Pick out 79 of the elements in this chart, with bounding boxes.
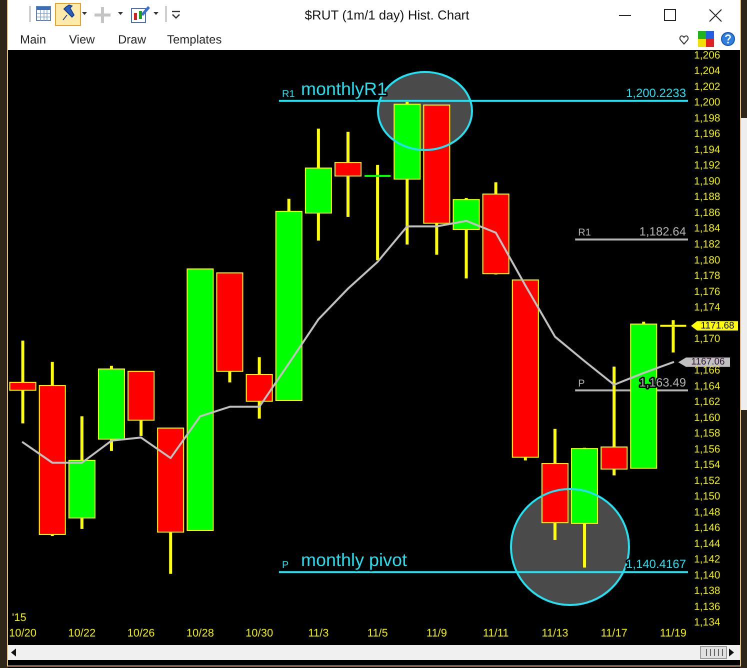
y-tick-label: 1,138 xyxy=(694,585,720,598)
y-tick-label: 1,178 xyxy=(694,270,720,282)
x-tick-label: 10/26 xyxy=(127,628,155,640)
x-tick-label: 11/13 xyxy=(542,628,568,640)
y-tick-label: 1,154 xyxy=(694,459,720,472)
chart-title: $RUT (1m/1 day) Hist. Chart xyxy=(304,8,470,22)
y-tick-label: 1,194 xyxy=(694,144,720,156)
candlestick xyxy=(304,128,332,241)
annotation: 1,140.4167 xyxy=(626,557,686,572)
ref-line-label: P xyxy=(282,560,289,572)
x-tick-label: 10/20 xyxy=(9,628,37,640)
candlestick xyxy=(600,366,628,476)
y-tick-label: 1,144 xyxy=(694,538,720,550)
y-tick-label: 1,206 xyxy=(694,49,720,62)
ref-line-label: P xyxy=(578,378,586,390)
y-tick-label: 1,150 xyxy=(694,490,720,503)
y-tick-label: 1,170 xyxy=(694,333,720,346)
candlestick xyxy=(660,320,686,352)
y-tick-label: 1,204 xyxy=(694,65,720,78)
annotation: monthly pivot xyxy=(300,550,408,570)
candlestick xyxy=(68,416,96,529)
y-tick-label: 1,202 xyxy=(694,80,720,93)
text: Draw xyxy=(118,32,146,46)
x-tick-label: 11/5 xyxy=(367,628,388,640)
candlestick xyxy=(275,198,302,402)
ref-line-label: R1 xyxy=(282,88,296,100)
y-tick-label: 1,156 xyxy=(694,443,720,456)
text: View xyxy=(69,32,96,46)
y-tick-label: 1,192 xyxy=(694,160,720,172)
candlestick xyxy=(423,104,450,255)
x-tick-label: 11/11 xyxy=(482,628,509,640)
x-tick-label: 10/22 xyxy=(68,628,96,640)
candlestick xyxy=(186,268,214,532)
candlestick xyxy=(128,370,155,436)
y-tick-label: 1,200 xyxy=(694,96,720,109)
y-tick-label: 1,182 xyxy=(694,238,720,250)
y-tick-label: 1,162 xyxy=(694,396,720,408)
candlestick xyxy=(9,340,36,424)
y-tick-label: 1,134 xyxy=(694,616,720,629)
annotation: monthlyR1 xyxy=(300,78,388,99)
y-tick-label: 1,146 xyxy=(694,522,720,534)
y-tick-label: 1,148 xyxy=(694,506,720,518)
y-tick-label: 1,166 xyxy=(694,364,720,377)
y-tick-label: 1,164 xyxy=(694,380,720,392)
candlestick xyxy=(334,132,362,217)
x-tick-label: 11/19 xyxy=(660,628,687,640)
y-tick-label: 1,158 xyxy=(694,428,720,440)
y-tick-label: 1,152 xyxy=(694,474,720,487)
text: Main xyxy=(20,32,46,46)
x-tick-label: 10/30 xyxy=(246,628,274,640)
x-axis-title: '15 xyxy=(12,612,26,624)
x-tick-label: 11/17 xyxy=(600,628,628,640)
y-tick-label: 1,176 xyxy=(694,286,720,298)
y-tick-label: 1,160 xyxy=(694,412,720,424)
candlestick xyxy=(364,164,391,260)
y-tick-label: 1,190 xyxy=(694,175,720,188)
y-tick-label: 1,196 xyxy=(694,128,720,140)
candlestick xyxy=(157,428,184,574)
ref-line-label: R1 xyxy=(578,227,592,238)
text: Templates xyxy=(167,32,222,46)
y-tick-label: 1,136 xyxy=(694,600,720,613)
x-tick-label: 10/28 xyxy=(186,628,214,640)
y-tick-label: 1,140 xyxy=(694,569,720,582)
y-tick-label: 1,180 xyxy=(694,254,720,266)
y-tick-label: 1,184 xyxy=(694,222,720,235)
y-tick-label: 1,188 xyxy=(694,191,720,204)
candlestick xyxy=(216,272,244,382)
candlestick xyxy=(246,357,273,419)
y-tick-label: 1,198 xyxy=(694,112,720,124)
y-tick-label: 1,186 xyxy=(694,206,720,219)
x-tick-label: 11/9 xyxy=(426,628,447,640)
x-tick-label: 11/3 xyxy=(308,628,329,640)
text: 1171.68 xyxy=(700,320,734,332)
y-tick-label: 1,142 xyxy=(694,554,720,566)
annotation: 1,182.64 xyxy=(639,224,686,238)
annotation: 1,200.2233 xyxy=(626,86,686,100)
candlestick xyxy=(541,428,568,540)
y-tick-label: 1,174 xyxy=(694,302,720,314)
candlestick xyxy=(512,279,539,460)
